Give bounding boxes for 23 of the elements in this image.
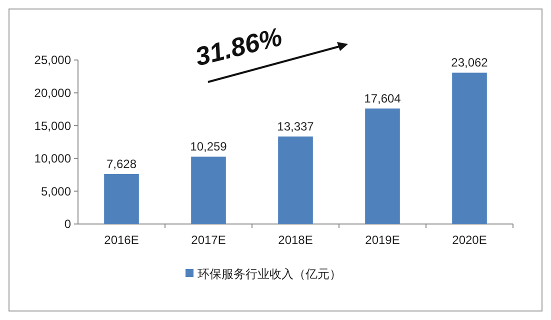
bar (104, 174, 139, 224)
data-label: 7,628 (106, 156, 137, 171)
y-tick-label: 25,000 (34, 53, 72, 68)
y-tick-label: 5,000 (40, 184, 72, 198)
x-tick-label: 2019E (365, 233, 400, 247)
y-tick-label: 0 (64, 217, 72, 232)
x-tick-label: 2017E (191, 233, 226, 247)
data-label: 13,337 (277, 120, 314, 134)
x-tick-label: 2018E (278, 233, 313, 247)
data-label: 17,604 (364, 92, 402, 106)
bar (365, 108, 400, 224)
legend-label: 环保服务行业收入（亿元） (198, 267, 342, 282)
y-tick-label: 20,000 (34, 86, 72, 100)
y-tick-label: 10,000 (34, 152, 72, 166)
data-label: 23,062 (451, 56, 488, 70)
bar (278, 136, 313, 224)
bar (452, 72, 487, 224)
y-tick-label: 15,000 (34, 118, 72, 133)
x-tick-label: 2016E (104, 233, 139, 247)
x-tick-label: 2020E (452, 233, 487, 247)
data-label: 10,259 (190, 140, 228, 154)
bar (191, 156, 226, 224)
annotation: 31.86% (192, 21, 286, 72)
